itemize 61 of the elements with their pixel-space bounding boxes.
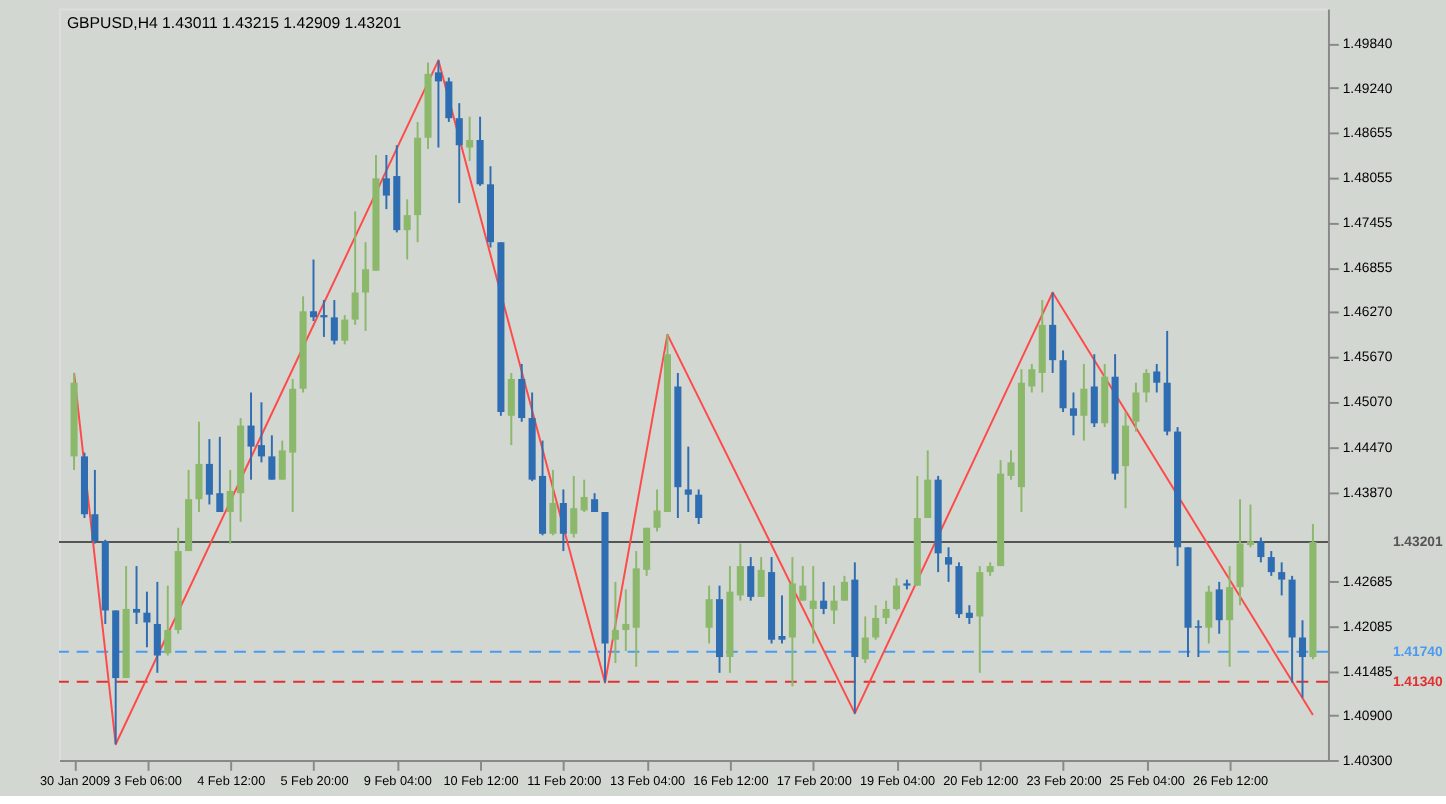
candlestick	[840, 574, 848, 602]
candlestick	[945, 546, 953, 583]
candlestick	[570, 474, 578, 539]
candlestick	[1153, 362, 1161, 394]
candlestick	[705, 584, 713, 645]
candlestick	[1080, 362, 1088, 442]
candlestick	[757, 556, 765, 598]
candlestick	[695, 488, 703, 525]
candlestick	[330, 299, 338, 346]
candlestick	[1101, 362, 1109, 429]
candlestick	[1226, 565, 1234, 668]
candlestick	[268, 434, 276, 481]
candlestick	[132, 565, 141, 625]
candlestick	[924, 449, 932, 519]
candlestick	[403, 198, 411, 261]
candlestick	[549, 468, 557, 537]
candlestick	[445, 76, 453, 123]
candlestick	[518, 362, 526, 423]
candlestick	[591, 492, 599, 513]
candlestick	[820, 580, 828, 616]
candlestick	[809, 565, 817, 645]
candlestick	[976, 565, 984, 674]
candlestick	[91, 468, 99, 545]
candlestick	[434, 59, 442, 149]
candlestick	[1257, 536, 1265, 564]
candlestick	[1132, 381, 1140, 433]
candlestick	[164, 584, 172, 657]
candlestick	[559, 488, 567, 553]
candlestick	[1090, 353, 1098, 429]
candlestick	[611, 580, 619, 665]
candlestick	[736, 542, 744, 602]
chart-title: GBPUSD,H4 1.43011 1.43215 1.42909 1.43201	[66, 14, 402, 33]
candlestick	[861, 615, 869, 665]
candlestick	[507, 371, 515, 447]
candlestick	[1298, 619, 1307, 699]
candlestick	[1121, 411, 1130, 510]
candlestick	[1278, 561, 1286, 597]
candlestick	[341, 314, 349, 346]
candlestick	[1215, 580, 1223, 635]
candlestick	[684, 445, 692, 513]
candlestick	[830, 584, 838, 625]
line-series	[73, 59, 1314, 746]
candlestick	[476, 115, 484, 187]
candlestick	[892, 577, 901, 612]
candlestick	[1049, 291, 1057, 374]
candlestick	[351, 210, 359, 326]
candlestick	[455, 102, 463, 205]
candlestick	[195, 420, 203, 513]
candlestick	[965, 604, 973, 625]
candlestick	[1142, 368, 1150, 404]
candlestick	[143, 590, 151, 649]
candlestick	[872, 604, 880, 641]
candlestick	[153, 580, 161, 674]
candlestick	[882, 599, 890, 625]
candlestick	[580, 478, 588, 513]
candlestick	[747, 556, 755, 602]
candlestick	[622, 588, 630, 653]
candlestick	[1205, 584, 1213, 645]
candlestick	[1069, 391, 1078, 437]
candlestick	[1267, 550, 1275, 577]
candlestick	[466, 115, 474, 163]
